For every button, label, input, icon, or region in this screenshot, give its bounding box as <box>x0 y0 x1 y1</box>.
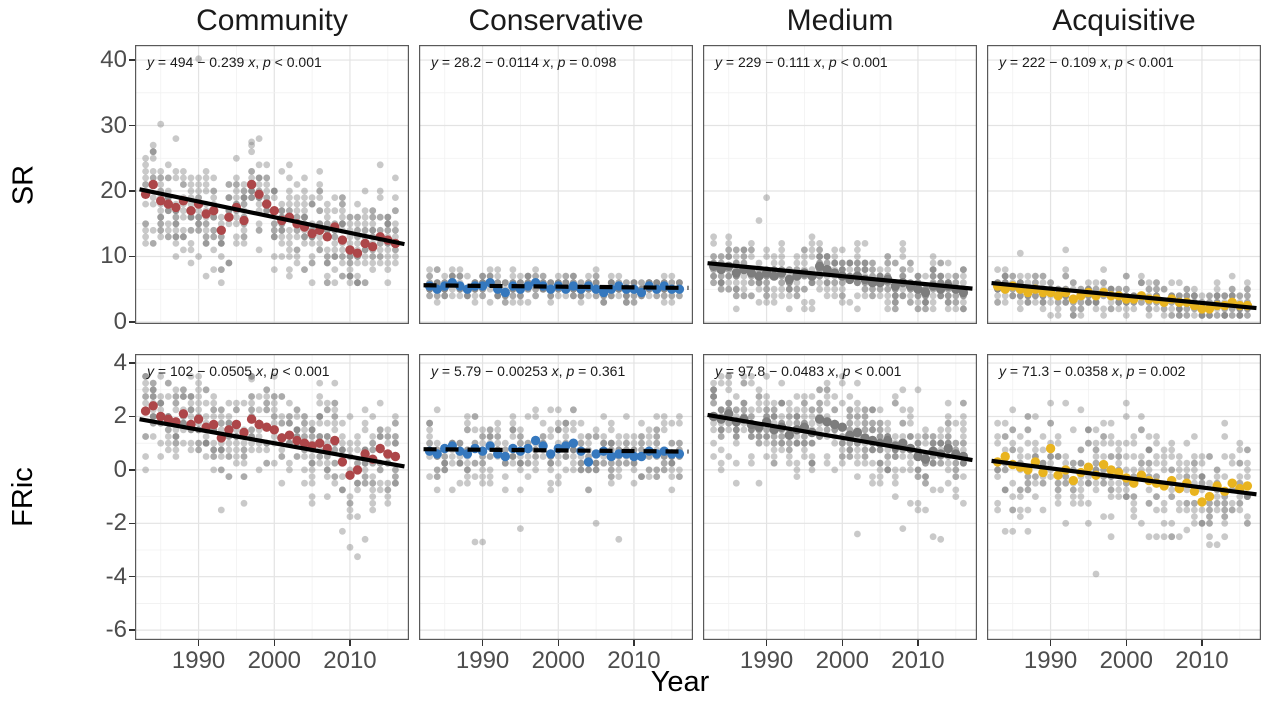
y-tick-label: 10 <box>100 242 127 270</box>
x-tick-label: 2010 <box>607 647 661 674</box>
x-tick-mark <box>481 640 484 646</box>
annotation-equation: y = 97.8 − 0.0483 x, p < 0.001 <box>715 363 902 379</box>
x-tick-mark <box>273 640 275 646</box>
annotation-equation: y = 5.79 − 0.00253 x, p = 0.361 <box>431 363 626 379</box>
y-tick-label: 30 <box>100 111 127 139</box>
y-tick-mark <box>129 415 135 418</box>
y-tick-mark <box>129 629 135 631</box>
y-tick-label: 0 <box>113 455 127 483</box>
x-tick-label: 1990 <box>455 647 510 674</box>
x-tick-label: 2000 <box>531 647 585 674</box>
x-tick-mark <box>1201 640 1203 646</box>
panel-fric-community <box>135 354 409 640</box>
x-tick-mark <box>1125 640 1127 646</box>
panel-fric-medium <box>703 354 977 640</box>
y-tick-mark <box>129 321 135 323</box>
facet-title-medium: Medium <box>786 4 894 37</box>
facet-title-conservative: Conservative <box>468 4 644 37</box>
y-tick-mark <box>129 255 135 258</box>
annotation-equation: y = 102 − 0.0505 x, p < 0.001 <box>147 363 330 379</box>
y-tick-mark <box>129 190 135 192</box>
x-tick-label: 2000 <box>815 647 869 674</box>
x-tick-label: 2000 <box>1099 647 1153 674</box>
y-tick-mark <box>129 522 135 524</box>
annotation-equation: y = 494 − 0.239 x, p < 0.001 <box>147 54 322 70</box>
y-tick-mark <box>129 469 135 471</box>
x-tick-label: 2000 <box>247 647 301 674</box>
y-tick-label: -4 <box>105 562 127 590</box>
y-tick-label: 40 <box>100 46 127 74</box>
x-tick-mark <box>349 640 351 646</box>
facet-title-acquisitive: Acquisitive <box>1052 4 1196 37</box>
y-tick-mark <box>129 59 135 61</box>
annotation-equation: y = 28.2 − 0.0114 x, p = 0.098 <box>431 54 617 70</box>
y-axis-title-fric: FRic <box>7 467 39 527</box>
x-tick-label: 2010 <box>1175 647 1229 674</box>
x-axis-title: Year <box>650 666 710 698</box>
panel-fric-conservative <box>419 354 693 640</box>
x-tick-mark <box>557 640 559 646</box>
x-tick-mark <box>197 640 200 646</box>
y-tick-mark <box>129 576 135 578</box>
annotation-equation: y = 71.3 − 0.0358 x, p = 0.002 <box>999 363 1186 379</box>
x-tick-label: 2010 <box>891 647 945 674</box>
annotation-equation: y = 229 − 0.111 x, p < 0.001 <box>715 54 888 70</box>
x-tick-mark <box>1049 640 1052 646</box>
x-tick-mark <box>633 640 635 646</box>
x-tick-label: 2010 <box>323 647 377 674</box>
panel-sr-community <box>135 45 409 324</box>
x-tick-mark <box>917 640 919 646</box>
y-tick-mark <box>129 124 135 127</box>
x-tick-label: 1990 <box>1023 647 1078 674</box>
y-tick-mark <box>129 362 135 364</box>
y-tick-label: -2 <box>105 509 127 537</box>
x-tick-mark <box>765 640 768 646</box>
panel-fric-acquisitive <box>987 354 1261 640</box>
panel-sr-medium <box>703 45 977 324</box>
x-tick-label: 1990 <box>171 647 226 674</box>
annotation-equation: y = 222 − 0.109 x, p < 0.001 <box>999 54 1174 70</box>
x-tick-mark <box>841 640 843 646</box>
y-tick-label: 4 <box>113 349 127 377</box>
y-tick-label: 0 <box>113 307 127 335</box>
facet-title-community: Community <box>196 4 348 37</box>
y-tick-label: 2 <box>113 402 127 430</box>
panel-sr-acquisitive <box>987 45 1261 324</box>
y-tick-label: 20 <box>100 177 127 204</box>
y-tick-label: -6 <box>105 616 127 644</box>
x-tick-label: 1990 <box>739 647 794 674</box>
panel-sr-conservative <box>419 45 693 324</box>
